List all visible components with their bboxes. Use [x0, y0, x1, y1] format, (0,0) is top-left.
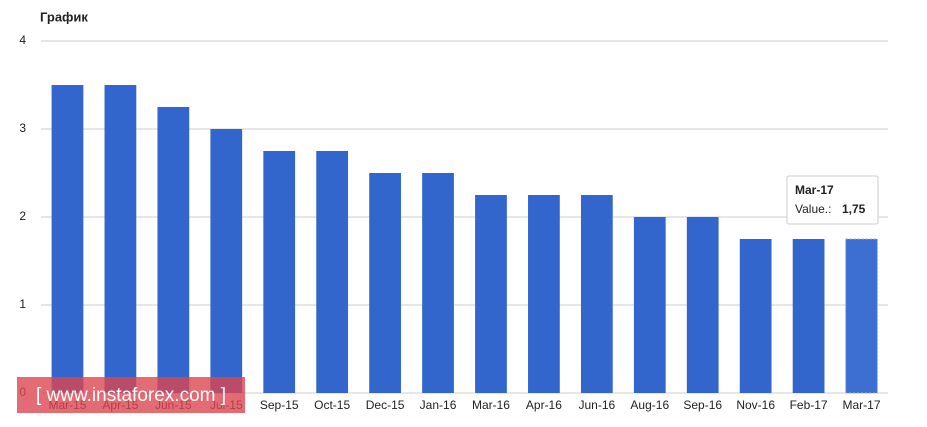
- x-tick-label: Sep-15: [260, 398, 299, 412]
- bar: [104, 85, 137, 393]
- x-tick-label: Oct-15: [314, 398, 350, 412]
- bar: [633, 217, 666, 393]
- x-tick-label: Dec-15: [366, 398, 405, 412]
- bar: [157, 107, 190, 393]
- tooltip-value: 1,75: [842, 202, 866, 216]
- tooltip-box: [786, 175, 879, 225]
- watermark-box: [17, 377, 245, 413]
- bar: [686, 217, 719, 393]
- x-tick-label: Sep-16: [683, 398, 722, 412]
- y-tick-label: 4: [19, 33, 26, 47]
- bar: [739, 239, 772, 393]
- bar: [792, 239, 825, 393]
- bar: [845, 238, 878, 394]
- tooltip-title: Mar-17: [795, 183, 834, 197]
- y-tick-label: 2: [19, 209, 26, 223]
- x-tick-label: Mar-16: [472, 398, 510, 412]
- bar: [369, 173, 401, 393]
- bar: [422, 173, 454, 393]
- bar: [316, 151, 349, 393]
- x-tick-label: Jan-16: [420, 398, 457, 412]
- bar: [51, 85, 84, 393]
- watermark: [ www.instaforex.com ]: [36, 385, 226, 406]
- chart-title: График: [40, 9, 88, 24]
- tooltip: Mar-17 Value.: 1,75: [786, 175, 879, 225]
- x-tick-label: Mar-17: [843, 398, 881, 412]
- bar: [528, 195, 560, 393]
- bar: [263, 151, 296, 393]
- bar: [580, 195, 613, 393]
- x-tick-label: Feb-17: [790, 398, 828, 412]
- bar: [210, 129, 243, 393]
- y-tick-label: 1: [19, 297, 26, 311]
- x-tick-label: Jun-16: [578, 398, 615, 412]
- x-tick-label: Apr-16: [526, 398, 562, 412]
- tooltip-label: Value.:: [795, 202, 831, 216]
- x-tick-label: Nov-16: [736, 398, 775, 412]
- bar: [475, 195, 507, 393]
- x-tick-label: Aug-16: [630, 398, 669, 412]
- y-tick-label: 3: [19, 121, 26, 135]
